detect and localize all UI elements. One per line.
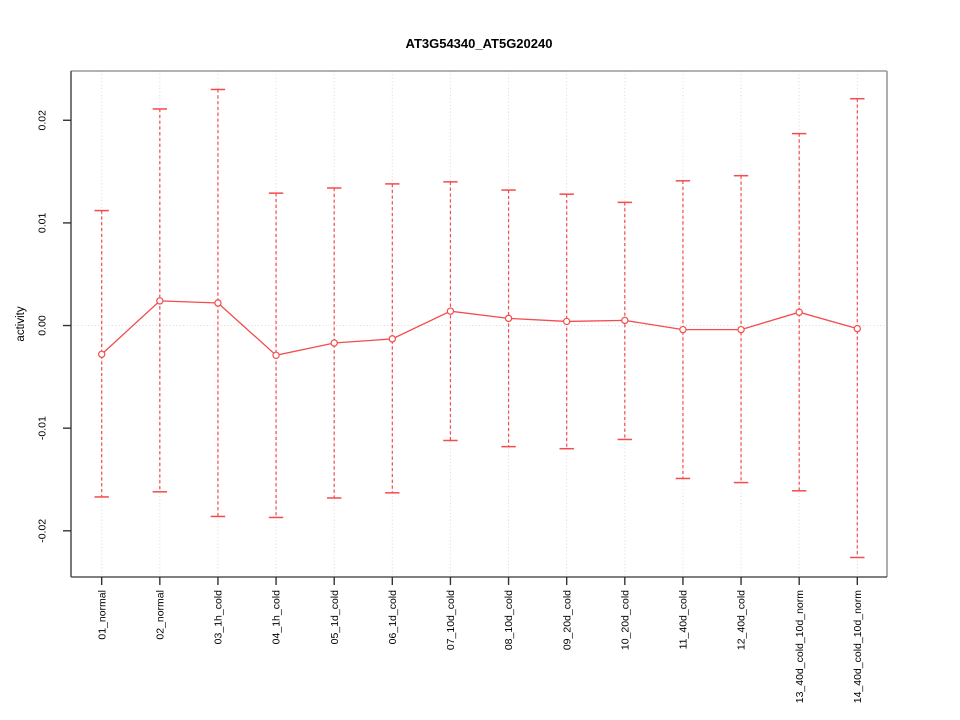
data-point [795,308,803,316]
x-tick-label: 09_20d_cold [561,590,573,650]
y-tick-label: 0.01 [37,213,49,234]
x-tick-label: 10_20d_cold [619,590,631,650]
data-point [562,317,571,326]
data-point [853,324,862,333]
x-tick-label: 06_1d_cold [387,590,399,644]
x-tick-label: 07_10d_cold [445,590,457,650]
data-point [504,314,513,323]
plot-area: -0.02 -0.01 0.00 0.01 0.02 01_normal 02_normal… [37,70,888,704]
y-tick-label: -0.01 [37,416,49,440]
data-point [621,316,629,325]
chart-title: AT3G54340_AT5G20240 [406,36,553,51]
data-point [679,325,687,334]
x-tick-label: 12_40d_cold [736,590,748,650]
y-tick-label: -0.02 [37,519,49,543]
y-tick-label: 0.02 [37,110,49,131]
x-tick-label: 01_normal [96,590,108,640]
data-point [97,350,106,358]
data-point [737,325,745,334]
x-tick-label: 14_40d_cold_10d_norm [852,590,864,704]
y-tick-label: 0.00 [37,315,49,336]
data-point [214,299,222,307]
y-axis-label: activity [15,306,27,341]
x-tick-label: 08_10d_cold [503,590,515,650]
data-point [330,339,338,347]
x-tick-label: 11_40d_cold [678,590,690,650]
x-tick-label: 05_1d_cold [329,590,341,644]
data-point [156,297,164,305]
data-point [446,307,455,315]
x-tick-label: 02_normal [154,590,166,640]
x-tick-label: 04_1h_cold [271,590,283,644]
series-line [101,300,858,357]
data-point [388,335,397,343]
data-point [272,351,280,360]
x-tick-label: 13_40d_cold_10d_norm [794,590,806,704]
x-tick-label: 03_1h_cold [213,590,225,644]
